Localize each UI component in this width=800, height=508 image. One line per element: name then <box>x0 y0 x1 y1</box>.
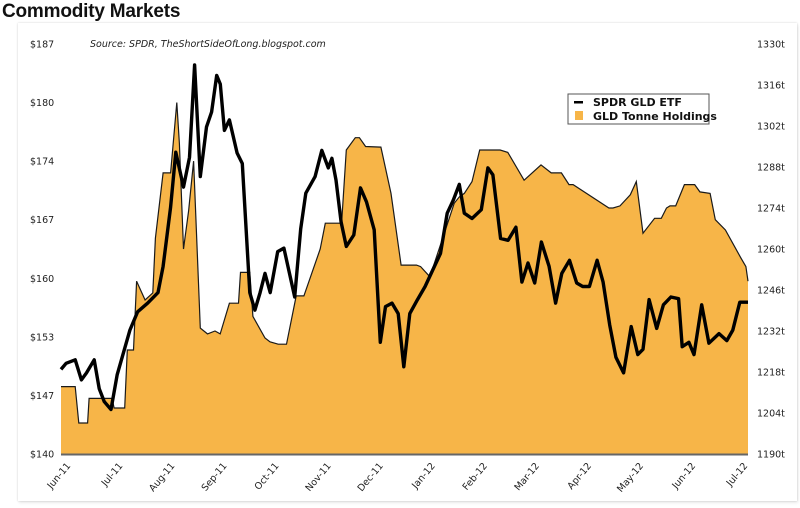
x-tick-label: Jul-12 <box>724 461 750 490</box>
x-tick-label: Jan-12 <box>409 461 437 492</box>
y-right-tick-label: 1274t <box>757 204 785 215</box>
y-right-tick-label: 1288t <box>757 163 785 174</box>
y-right-tick-label: 1260t <box>757 245 785 256</box>
x-tick-label: Mar-12 <box>512 461 542 493</box>
legend-label-etf: SPDR GLD ETF <box>593 96 682 109</box>
etf-line <box>59 63 749 412</box>
holdings-area-outline <box>61 102 749 424</box>
y-left-tick-label: $160 <box>30 274 54 285</box>
x-tick-label: Sep-11 <box>200 461 230 494</box>
y-right-tick-label: 1218t <box>757 368 785 379</box>
y-left-tick-label: $187 <box>30 40 54 51</box>
legend-swatch-holdings <box>575 111 583 120</box>
legend-box <box>567 93 710 125</box>
y-left-tick-label: $180 <box>30 98 54 109</box>
x-tick-label: Nov-11 <box>304 461 334 494</box>
y-left-tick-label: $174 <box>30 157 54 168</box>
x-tick-label: Jun-12 <box>670 461 699 492</box>
x-tick-label: Jun-11 <box>45 461 74 492</box>
y-right-tick-label: 1232t <box>757 327 785 338</box>
source-annotation: Source: SPDR, TheShortSideOfLong.blogspo… <box>90 39 326 50</box>
y-left-tick-label: $140 <box>30 450 54 461</box>
y-right-tick-label: 1316t <box>757 81 785 92</box>
x-tick-label: May-12 <box>615 461 646 495</box>
y-right-tick-label: 1330t <box>757 40 785 51</box>
y-right-tick-label: 1302t <box>757 122 785 133</box>
y-left-tick-label: $147 <box>30 391 54 402</box>
legend: SPDR GLD ETF GLD Tonne Holdings <box>567 93 717 125</box>
x-tick-label: Oct-11 <box>253 461 282 493</box>
x-tick-label: Feb-12 <box>461 461 490 493</box>
x-tick-label: Dec-11 <box>356 461 386 494</box>
y-right-tick-label: 1204t <box>757 409 785 420</box>
legend-label-holdings: GLD Tonne Holdings <box>593 110 717 123</box>
y-left-tick-label: $167 <box>30 215 54 226</box>
y-right-tick-label: 1190t <box>757 450 785 461</box>
legend-swatch-etf <box>574 101 583 104</box>
y-left-tick-label: $153 <box>30 332 54 343</box>
holdings-area <box>61 102 748 454</box>
etf-line-layer <box>59 63 749 412</box>
holdings-area-layer <box>61 102 749 454</box>
x-tick-label: Aug-11 <box>147 461 177 494</box>
x-tick-label: Jul-11 <box>99 461 125 490</box>
y-right-tick-label: 1246t <box>757 286 785 297</box>
page-title: Commodity Markets <box>2 1 181 22</box>
x-tick-label: Apr-12 <box>566 461 595 492</box>
